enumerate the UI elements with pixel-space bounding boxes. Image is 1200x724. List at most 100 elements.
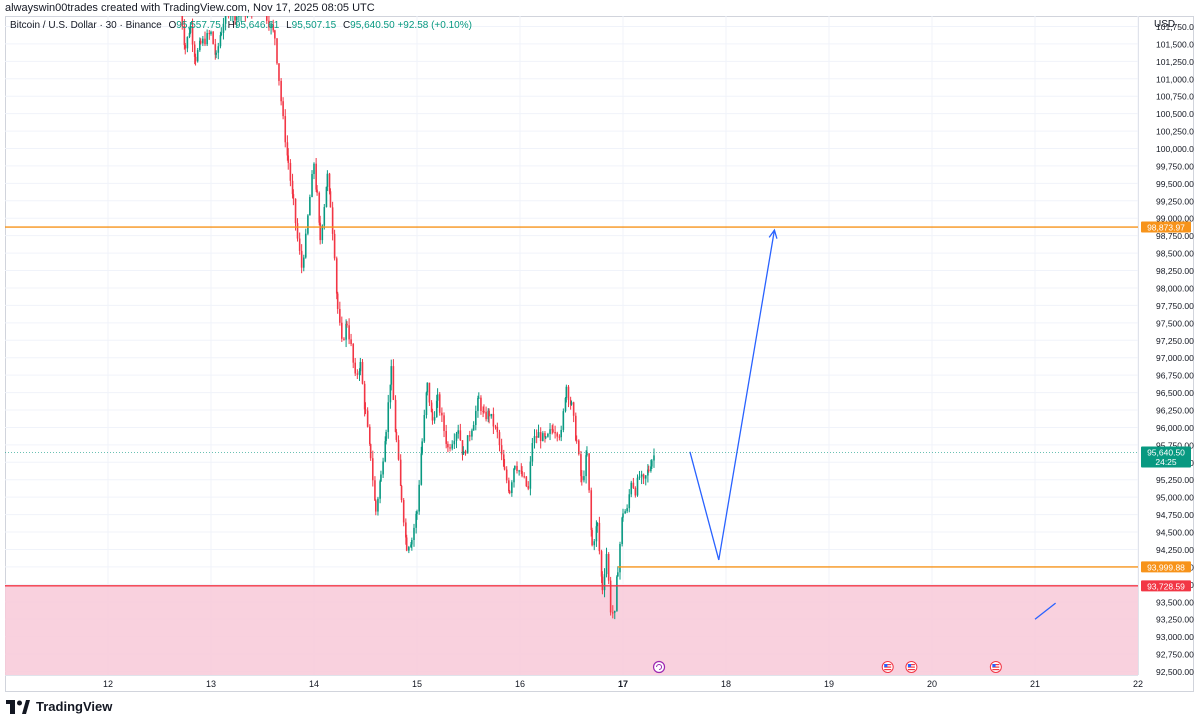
candle-body: [410, 544, 412, 548]
candle-body: [431, 412, 434, 421]
candle-body: [616, 576, 618, 611]
candle-body: [572, 402, 575, 416]
candle-body: [212, 31, 214, 45]
candle-body: [321, 225, 324, 241]
price-axis[interactable]: 92,500.00 92,750.00 93,000.00 93,250.00 93,5…: [1141, 22, 1194, 677]
candle-body: [611, 612, 614, 614]
candle-body: [644, 475, 647, 479]
candle-body: [595, 526, 598, 542]
y-tick-label: 98,250.00: [1156, 266, 1194, 276]
candle-body: [482, 410, 484, 412]
symbol-legend: Bitcoin / U.S. Dollar · 30 · Binance O95…: [10, 20, 472, 31]
candle-body: [222, 23, 225, 33]
price-chart[interactable]: 92,500.00 92,750.00 93,000.00 93,250.00 93,5…: [5, 16, 1194, 692]
candle-body: [289, 162, 292, 181]
candle-body: [380, 474, 382, 482]
x-tick-label: 22: [1133, 679, 1143, 689]
candle-body: [585, 455, 587, 477]
candle-body: [390, 366, 393, 385]
currency-label[interactable]: USD: [1154, 19, 1176, 30]
candle-body: [653, 455, 655, 461]
candle-body: [184, 45, 187, 49]
candle-body: [487, 410, 490, 420]
candle-body: [544, 436, 547, 438]
y-tick-label: 97,500.00: [1156, 318, 1194, 328]
candle-body: [494, 426, 497, 428]
y-tick-label: 94,750.00: [1156, 510, 1194, 520]
candle-body: [194, 56, 197, 62]
candle-body: [315, 163, 317, 190]
candle-body: [438, 394, 441, 413]
candle-body: [413, 527, 415, 540]
candle-body: [567, 386, 570, 400]
candle-body: [371, 458, 374, 481]
candle-body: [382, 461, 384, 475]
candle-body: [384, 441, 387, 462]
y-tick-label: 96,750.00: [1156, 371, 1194, 381]
y-tick-label: 94,500.00: [1156, 528, 1194, 538]
y-tick-label: 98,000.00: [1156, 283, 1194, 293]
candle-body: [395, 431, 398, 440]
y-tick-label: 93,250.00: [1156, 615, 1194, 625]
x-tick-label: 15: [412, 679, 422, 689]
candle-body: [189, 25, 192, 33]
refresh-event-icon: [652, 660, 666, 674]
price-badge: [1141, 580, 1191, 592]
candle-body: [490, 413, 493, 417]
candle-body: [632, 482, 635, 488]
candle-body: [375, 500, 377, 512]
candle-body: [354, 362, 356, 374]
candle-body: [552, 429, 554, 432]
candle-body: [586, 453, 588, 456]
candle-body: [399, 459, 402, 486]
candle-body: [558, 436, 561, 438]
high-label: H: [227, 20, 235, 31]
candle-body: [377, 498, 379, 512]
candle-body: [577, 440, 580, 455]
projection-arrowhead: [768, 228, 778, 239]
candle-body: [492, 413, 495, 427]
candle-body: [265, 16, 268, 21]
x-tick-label: 18: [721, 679, 731, 689]
brand[interactable]: TradingView: [6, 699, 112, 714]
candle-body: [282, 101, 284, 117]
candle-body: [423, 415, 426, 442]
candle-body: [544, 433, 546, 438]
candle-body: [622, 513, 624, 518]
candle-body: [619, 543, 621, 573]
y-tick-label: 98,500.00: [1156, 249, 1194, 259]
candle-body: [588, 453, 590, 491]
open-value: 95,557.75: [176, 20, 221, 31]
candle-body: [284, 116, 287, 143]
y-tick-label: 97,250.00: [1156, 336, 1194, 346]
y-tick-label: 101,750.00: [1156, 22, 1194, 32]
candle-body: [435, 400, 438, 418]
x-tick-label: 20: [927, 679, 937, 689]
candle-body: [331, 207, 334, 234]
candle-body: [502, 454, 505, 467]
candle-body: [186, 36, 189, 49]
y-tick-label: 94,250.00: [1156, 545, 1194, 555]
y-tick-label: 100,500.00: [1156, 109, 1194, 119]
candle-body: [516, 465, 518, 471]
candle-body: [461, 440, 464, 455]
candle-body: [313, 163, 315, 175]
candle-body: [636, 477, 639, 496]
price-badge: [1141, 561, 1191, 573]
candle-body: [457, 430, 459, 434]
candle-body: [341, 322, 343, 339]
y-tick-label: 100,250.00: [1156, 127, 1194, 137]
candle-body: [600, 551, 603, 577]
y-tick-label: 96,250.00: [1156, 406, 1194, 416]
candle-body: [472, 425, 475, 431]
candle-body: [500, 445, 503, 455]
time-axis[interactable]: 12 13 14 15 16 17 18 19 20 21 22: [103, 679, 1143, 689]
candle-body: [628, 494, 631, 509]
candle-body: [304, 233, 307, 258]
candle-body: [345, 323, 347, 340]
y-tick-label: 97,750.00: [1156, 301, 1194, 311]
candle-body: [650, 466, 652, 471]
candle-body: [220, 32, 223, 36]
candle-body: [294, 198, 297, 224]
candles: [181, 16, 655, 620]
